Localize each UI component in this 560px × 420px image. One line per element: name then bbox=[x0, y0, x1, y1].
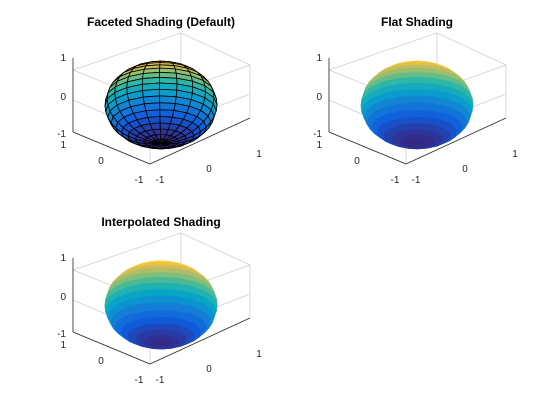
surface-face bbox=[159, 309, 175, 318]
z-tick-labels: 1 0 -1 bbox=[313, 53, 322, 140]
z-tick-label: 0 bbox=[316, 92, 322, 103]
surface-face bbox=[159, 95, 177, 104]
z-tick-label: -1 bbox=[313, 129, 322, 140]
z-tick-label: -1 bbox=[57, 129, 66, 140]
x-tick-labels: -1 0 1 bbox=[156, 149, 263, 186]
chart-title: Faceted Shading (Default) bbox=[87, 15, 235, 29]
surface-face bbox=[415, 82, 434, 91]
surface-face bbox=[159, 122, 171, 130]
z-tick-labels: 1 0 -1 bbox=[57, 53, 66, 140]
y-tick-label: 0 bbox=[98, 356, 104, 367]
z-tick-labels: 1 0 -1 bbox=[57, 253, 66, 340]
surface-face bbox=[415, 95, 433, 104]
panel-faceted: Faceted Shading (Default) 1 0 -1 1 0 -1 bbox=[57, 15, 262, 186]
surface-face bbox=[415, 109, 431, 118]
y-tick-label: 1 bbox=[316, 140, 322, 151]
x-tick-labels: -1 0 1 bbox=[412, 149, 519, 186]
y-tick-label: 0 bbox=[98, 156, 104, 167]
surface-interp bbox=[104, 260, 218, 350]
y-tick-label: 0 bbox=[354, 156, 360, 167]
x-tick-label: 1 bbox=[256, 149, 262, 160]
x-tick-label: 0 bbox=[462, 164, 468, 175]
y-tick-label: -1 bbox=[135, 375, 144, 386]
y-tick-labels: 1 0 -1 bbox=[60, 340, 143, 386]
surface-face bbox=[143, 302, 161, 312]
surface-face bbox=[159, 102, 176, 111]
chart-title: Interpolated Shading bbox=[101, 215, 220, 229]
surface-face bbox=[415, 88, 434, 98]
x-tick-label: -1 bbox=[156, 375, 165, 386]
surface-face bbox=[415, 122, 427, 130]
panel-flat: Flat Shading 1 0 -1 1 0 -1 -1 0 bbox=[313, 15, 518, 186]
x-tick-label: 1 bbox=[512, 149, 518, 160]
surface-face bbox=[159, 302, 176, 311]
y-tick-labels: 1 0 -1 bbox=[316, 140, 399, 186]
y-tick-label: 1 bbox=[60, 140, 66, 151]
x-tick-label: -1 bbox=[412, 175, 421, 186]
surface-face bbox=[415, 116, 429, 124]
surface-face bbox=[159, 295, 177, 304]
surface-faceted bbox=[104, 60, 218, 150]
axis-lines bbox=[72, 258, 251, 365]
y-tick-label: -1 bbox=[135, 175, 144, 186]
y-tick-label: -1 bbox=[391, 175, 400, 186]
z-tick-label: 1 bbox=[60, 253, 66, 264]
surface-face bbox=[159, 109, 175, 118]
surface-face bbox=[399, 102, 417, 111]
axis-lines bbox=[328, 58, 507, 165]
z-tick-label: 1 bbox=[60, 53, 66, 64]
z-tick-label: 1 bbox=[316, 53, 322, 64]
y-tick-label: 1 bbox=[60, 340, 66, 351]
panel-interp: Interpolated Shading 1 0 -1 1 0 -1 -1 bbox=[57, 215, 262, 386]
x-tick-label: 0 bbox=[206, 164, 212, 175]
surface-face bbox=[159, 115, 173, 124]
surface-face bbox=[143, 102, 161, 112]
surface-face bbox=[159, 322, 171, 330]
x-tick-label: 0 bbox=[206, 364, 212, 375]
z-tick-label: 0 bbox=[60, 292, 66, 303]
z-tick-label: -1 bbox=[57, 329, 66, 340]
x-tick-label: 1 bbox=[256, 349, 262, 360]
surface-flat bbox=[360, 60, 474, 150]
chart-title: Flat Shading bbox=[381, 15, 453, 29]
axis-lines bbox=[72, 58, 251, 165]
surface-face bbox=[415, 102, 432, 111]
z-tick-label: 0 bbox=[60, 92, 66, 103]
surface-face bbox=[403, 116, 417, 124]
x-tick-label: -1 bbox=[156, 175, 165, 186]
x-tick-labels: -1 0 1 bbox=[156, 349, 263, 386]
surface-face bbox=[159, 315, 173, 324]
y-tick-labels: 1 0 -1 bbox=[60, 140, 143, 186]
